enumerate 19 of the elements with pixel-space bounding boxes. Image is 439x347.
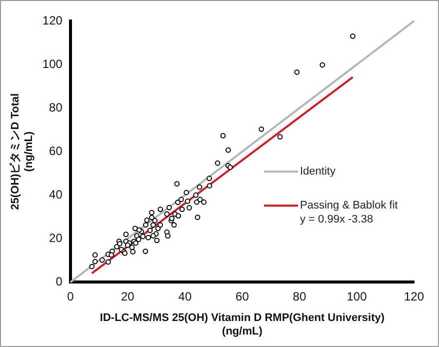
y-axis-title: 25(OH)ビタミンD Total (ng/mL) <box>8 93 35 210</box>
y-tick-label: 100 <box>42 56 63 71</box>
x-tick-label: 40 <box>178 290 192 304</box>
x-tick-label: 120 <box>404 290 424 304</box>
y-tick-label: 60 <box>49 144 63 158</box>
legend-label: Identity <box>300 166 336 178</box>
y-tick-label: 80 <box>49 100 63 114</box>
x-tick-label: 20 <box>121 290 135 304</box>
y-tick-label: 0 <box>56 274 63 289</box>
x-tick-label: 100 <box>346 290 368 304</box>
x-tick-label: 80 <box>292 290 306 304</box>
y-tick-label: 120 <box>42 13 63 28</box>
y-tick-label: 20 <box>49 230 63 245</box>
legend-label: Passing & Bablok fit <box>300 200 398 212</box>
x-axis-title: ID-LC-MS/MS 25(OH) Vitamin D RMP(Ghent University) (ng/mL) <box>100 312 385 338</box>
annotation: y = 0.99x -3.38 <box>300 214 374 226</box>
x-tick-label: 60 <box>236 290 250 304</box>
x-tick-label: 0 <box>67 290 74 304</box>
y-tick-label: 40 <box>49 187 63 202</box>
